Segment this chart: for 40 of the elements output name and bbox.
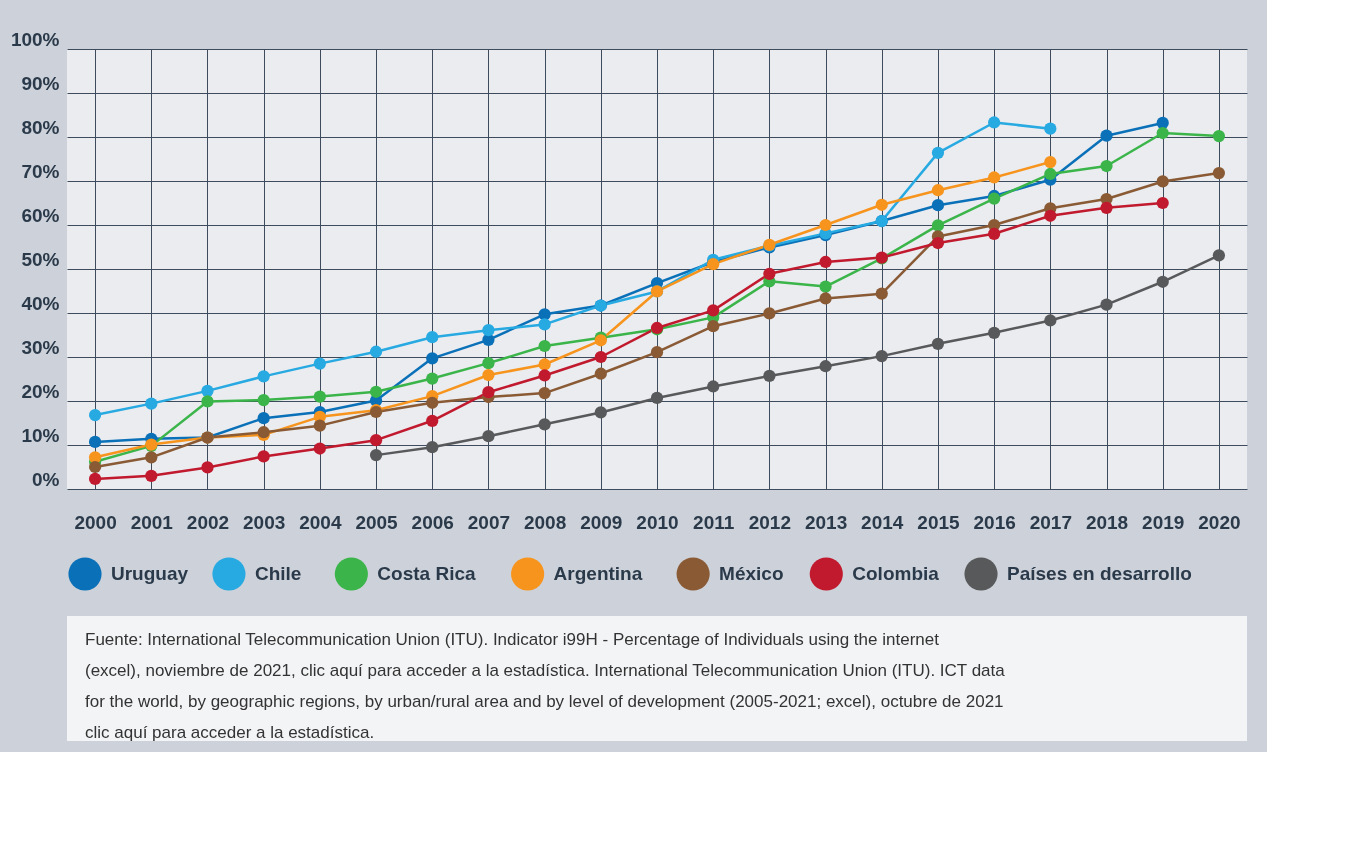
x-tick-label: 2002 — [186, 511, 230, 533]
x-tick-label: 2019 — [1142, 511, 1185, 533]
y-tick-label: 30% — [21, 336, 60, 358]
x-tick-label: 2003 — [243, 511, 286, 533]
x-tick-label: 2013 — [804, 511, 848, 533]
y-tick-label: 90% — [21, 72, 60, 94]
x-tick-label: 2020 — [1198, 511, 1241, 533]
y-tick-label: 100% — [10, 28, 60, 50]
y-tick-label: 70% — [21, 160, 60, 182]
x-tick-label: 2012 — [748, 511, 792, 533]
x-tick-label: 2017 — [1029, 511, 1072, 533]
y-tick-label: 20% — [21, 380, 60, 402]
x-tick-label: 2010 — [636, 511, 679, 533]
x-tick-label: 2004 — [299, 511, 342, 533]
y-tick-label: 50% — [21, 248, 60, 270]
y-tick-label: 80% — [21, 116, 60, 138]
x-tick-label: 2015 — [917, 511, 961, 533]
y-tick-label: 10% — [21, 424, 60, 446]
x-tick-label: 2000 — [74, 511, 117, 533]
x-tick-label: 2007 — [467, 511, 511, 533]
y-tick-label: 60% — [21, 204, 60, 226]
legend-label: México — [719, 563, 784, 584]
x-tick-label: 2014 — [861, 511, 904, 533]
x-tick-label: 2018 — [1085, 511, 1129, 533]
x-tick-label: 2016 — [973, 511, 1016, 533]
source-note: Fuente: International Telecommunication Union (ITU). Indicator i99H - Percentage of Individuals using the internet (excel), noviembre de 2021, clic aquí para acceder a la estadística. International Telecommunication Union (ITU). ICT data for the world, by geographic regions, by urban/rural area and by level of development (2005-2021; excel), octubre de 2021 clic aquí para acceder a la estadística. — [85, 629, 1006, 743]
x-tick-label: 2005 — [355, 511, 399, 533]
x-tick-label: 2011 — [693, 511, 735, 533]
x-tick-label: 2008 — [523, 511, 567, 533]
legend-label: Argentina — [553, 563, 643, 584]
y-tick-label: 0% — [32, 468, 60, 490]
x-tick-label: 2001 — [130, 511, 174, 533]
legend-label: Colombia — [852, 563, 940, 584]
legend-label: Chile — [254, 563, 302, 584]
x-tick-label: 2006 — [411, 511, 454, 533]
x-tick-label: 2009 — [580, 511, 623, 533]
legend-label: Costa Rica — [377, 563, 476, 584]
legend-label: Uruguay — [111, 563, 189, 584]
legend-label: Países en desarrollo — [1007, 563, 1192, 584]
y-tick-label: 40% — [21, 292, 60, 314]
